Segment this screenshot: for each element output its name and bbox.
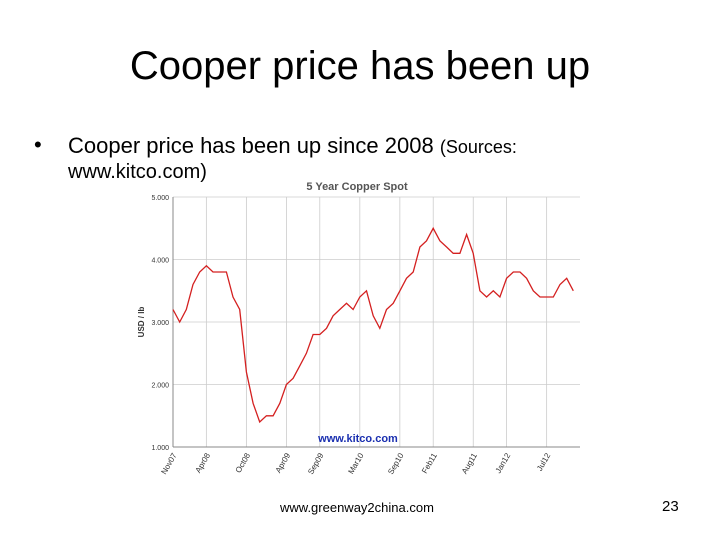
x-tick-label: Oct08 xyxy=(234,451,253,474)
x-tick-label: Sep10 xyxy=(386,451,406,476)
x-tick-label: Feb11 xyxy=(420,451,439,475)
watermark: www.kitco.com xyxy=(317,433,398,445)
slide-title: Cooper price has been up xyxy=(129,44,591,88)
source: (Sources: xyxy=(439,137,517,157)
x-tick-label: Jan12 xyxy=(494,451,513,475)
x-tick-label: Nov07 xyxy=(159,451,179,476)
y-tick-label: 4.000 xyxy=(151,258,169,265)
footer: www.greenway2china.com xyxy=(280,500,434,515)
x-tick-label: Mar10 xyxy=(346,451,365,476)
x-tick-label: Apr09 xyxy=(274,451,293,474)
y-tick-label: 1.000 xyxy=(151,445,169,452)
y-tick-label: 2.000 xyxy=(151,383,169,390)
x-tick-label: Aug11 xyxy=(460,451,479,475)
y-tick-label: 3.000 xyxy=(151,320,169,327)
chart-title: 5 Year Copper Spot xyxy=(306,181,408,193)
x-tick-label: Apr08 xyxy=(194,451,213,474)
source-url: www.kitco.com) xyxy=(68,161,207,183)
x-tick-label: Sep09 xyxy=(306,451,326,476)
y-tick-label: 5.000 xyxy=(151,195,169,202)
bullet-dot: • xyxy=(34,132,42,157)
y-axis-label: USD / lb xyxy=(137,307,146,338)
price-line xyxy=(172,226,574,424)
x-tick-label: Jul12 xyxy=(535,451,553,473)
bullet: Cooper price has been up since 2008 xyxy=(68,133,434,158)
bullet-text: Cooper price has been up since 2008 (Sou… xyxy=(68,133,517,159)
page-number: 23 xyxy=(662,498,679,515)
